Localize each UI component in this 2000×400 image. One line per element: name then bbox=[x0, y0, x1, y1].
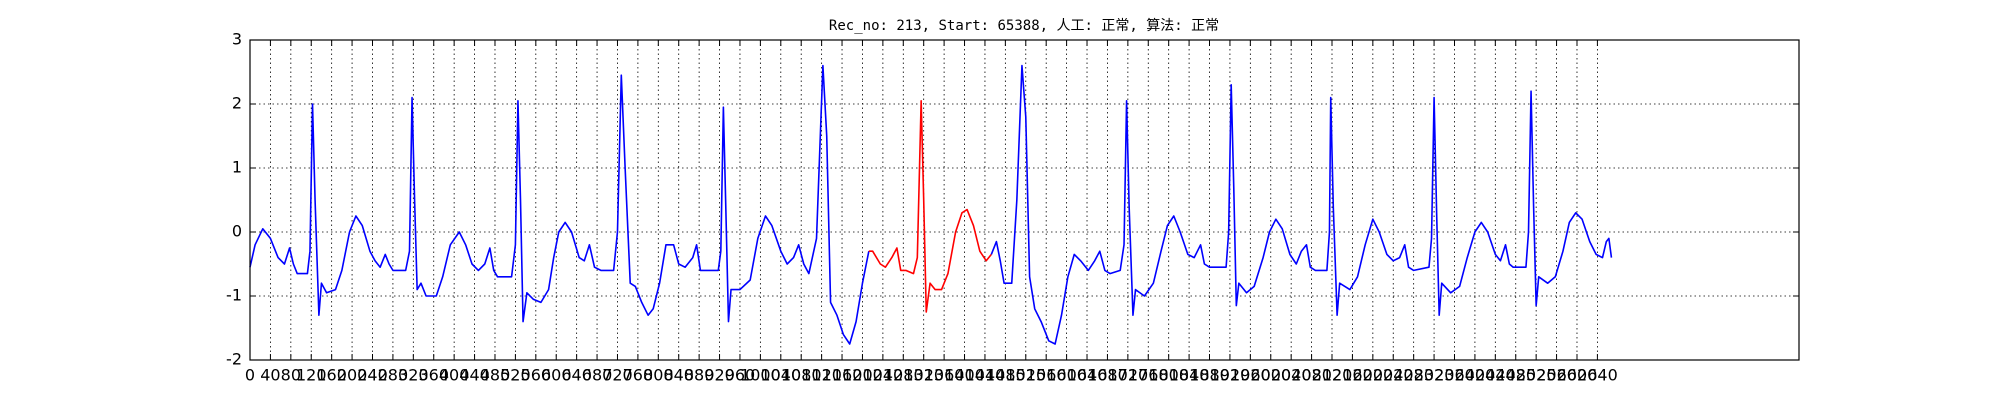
x-tick-label: 760 bbox=[623, 366, 654, 385]
y-tick-label: 0 bbox=[232, 222, 242, 241]
x-tick-label: 2200 bbox=[1352, 366, 1393, 385]
x-tick-label: 920 bbox=[704, 366, 735, 385]
x-tick-label: 1440 bbox=[965, 366, 1006, 385]
x-tick-label: 120 bbox=[296, 366, 327, 385]
x-tick-label: 640 bbox=[561, 366, 592, 385]
x-tick-label: 1880 bbox=[1189, 366, 1230, 385]
x-tick-label: 560 bbox=[521, 366, 552, 385]
y-tick-label: -1 bbox=[226, 286, 242, 305]
x-tick-label: 1840 bbox=[1169, 366, 1210, 385]
x-tick-label: 2160 bbox=[1332, 366, 1373, 385]
x-tick-label: 2280 bbox=[1393, 366, 1434, 385]
x-tick-label: 2240 bbox=[1373, 366, 1414, 385]
x-tick-label: 520 bbox=[500, 366, 531, 385]
x-tick-label: 200 bbox=[337, 366, 368, 385]
x-tick-label: 2520 bbox=[1516, 366, 1557, 385]
x-tick-label: 1200 bbox=[842, 366, 883, 385]
x-tick-label: 2400 bbox=[1455, 366, 1496, 385]
x-tick-label: 600 bbox=[541, 366, 572, 385]
x-tick-label: 840 bbox=[663, 366, 694, 385]
y-tick-label: -2 bbox=[226, 350, 242, 369]
x-tick-label: 960 bbox=[725, 366, 756, 385]
x-tick-label: 1960 bbox=[1230, 366, 1271, 385]
x-tick-label: 2360 bbox=[1434, 366, 1475, 385]
x-tick-label: 880 bbox=[684, 366, 715, 385]
x-tick-label: 2440 bbox=[1475, 366, 1516, 385]
x-tick-label: 0 bbox=[245, 366, 255, 385]
x-tick-label: 1320 bbox=[903, 366, 944, 385]
x-tick-label: 320 bbox=[398, 366, 429, 385]
x-tick-label: 1760 bbox=[1128, 366, 1169, 385]
ecg-line bbox=[868, 100, 992, 313]
x-tick-label: 2640 bbox=[1577, 366, 1618, 385]
x-tick-label: 1640 bbox=[1067, 366, 1108, 385]
x-tick-label: 1720 bbox=[1107, 366, 1148, 385]
x-tick-label: 1040 bbox=[760, 366, 801, 385]
x-tick-label: 2320 bbox=[1414, 366, 1455, 385]
x-tick-label: 800 bbox=[643, 366, 674, 385]
x-tick-label: 1280 bbox=[883, 366, 924, 385]
x-tick-label: 1160 bbox=[822, 366, 863, 385]
x-tick-label: 440 bbox=[459, 366, 490, 385]
x-tick-label: 240 bbox=[357, 366, 388, 385]
x-tick-label: 40 bbox=[260, 366, 280, 385]
x-tick-label: 1120 bbox=[801, 366, 842, 385]
x-tick-label: 680 bbox=[582, 366, 613, 385]
chart-title: Rec_no: 213, Start: 65388, 人工: 正常, 算法: 正… bbox=[829, 18, 1219, 34]
x-tick-label: 2000 bbox=[1250, 366, 1291, 385]
x-tick-label: 2480 bbox=[1495, 366, 1536, 385]
x-tick-label: 1480 bbox=[985, 366, 1026, 385]
ecg-line bbox=[249, 64, 870, 345]
x-tick-label: 1800 bbox=[1148, 366, 1189, 385]
x-tick-label: 2040 bbox=[1271, 366, 1312, 385]
ecg-line bbox=[990, 64, 1613, 345]
x-tick-label: 720 bbox=[602, 366, 633, 385]
y-tick-label: 2 bbox=[232, 94, 242, 113]
x-tick-label: 160 bbox=[316, 366, 347, 385]
plot-frame bbox=[249, 39, 1800, 361]
x-tick-label: 2560 bbox=[1536, 366, 1577, 385]
x-tick-label: 480 bbox=[480, 366, 511, 385]
y-tick-label: 1 bbox=[232, 158, 242, 177]
x-tick-label: 1600 bbox=[1046, 366, 1087, 385]
x-tick-label: 1240 bbox=[863, 366, 904, 385]
x-tick-label: 1360 bbox=[924, 366, 965, 385]
x-tick-label: 360 bbox=[418, 366, 449, 385]
x-tick-label: 1680 bbox=[1087, 366, 1128, 385]
x-tick-label: 1520 bbox=[1005, 366, 1046, 385]
x-tick-label: 1400 bbox=[944, 366, 985, 385]
x-tick-label: 2120 bbox=[1312, 366, 1353, 385]
x-tick-label: 400 bbox=[439, 366, 470, 385]
x-tick-label: 1080 bbox=[781, 366, 822, 385]
x-tick-label: 80 bbox=[281, 366, 301, 385]
x-tick-label: 1920 bbox=[1210, 366, 1251, 385]
x-tick-label: 1560 bbox=[1026, 366, 1067, 385]
x-tick-label: 1000 bbox=[740, 366, 781, 385]
x-tick-label: 280 bbox=[378, 366, 409, 385]
y-tick-label: 3 bbox=[232, 30, 242, 49]
x-tick-label: 2080 bbox=[1291, 366, 1332, 385]
x-tick-label: 2600 bbox=[1557, 366, 1598, 385]
